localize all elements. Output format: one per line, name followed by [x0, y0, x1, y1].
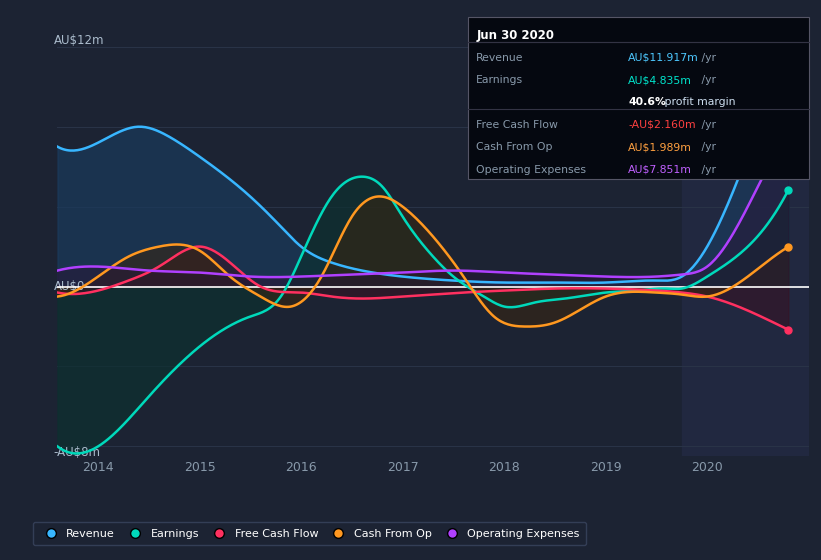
Text: /yr: /yr	[698, 120, 716, 130]
Text: Free Cash Flow: Free Cash Flow	[476, 120, 558, 130]
Text: AU$0: AU$0	[53, 280, 85, 293]
Text: AU$7.851m: AU$7.851m	[628, 165, 692, 175]
Text: /yr: /yr	[698, 142, 716, 152]
Text: AU$11.917m: AU$11.917m	[628, 53, 699, 63]
Text: AU$1.989m: AU$1.989m	[628, 142, 692, 152]
Text: 40.6%: 40.6%	[628, 97, 666, 108]
Text: -AU$2.160m: -AU$2.160m	[628, 120, 695, 130]
Text: /yr: /yr	[698, 165, 716, 175]
Text: /yr: /yr	[698, 75, 716, 85]
Text: AU$12m: AU$12m	[53, 34, 104, 47]
Legend: Revenue, Earnings, Free Cash Flow, Cash From Op, Operating Expenses: Revenue, Earnings, Free Cash Flow, Cash …	[33, 522, 586, 545]
Text: /yr: /yr	[698, 53, 716, 63]
Text: AU$4.835m: AU$4.835m	[628, 75, 692, 85]
Text: profit margin: profit margin	[661, 97, 736, 108]
Text: Cash From Op: Cash From Op	[476, 142, 553, 152]
Text: -AU$8m: -AU$8m	[53, 446, 101, 459]
Bar	[681, 17, 809, 456]
Text: Operating Expenses: Operating Expenses	[476, 165, 586, 175]
Text: Revenue: Revenue	[476, 53, 524, 63]
Text: Earnings: Earnings	[476, 75, 523, 85]
Text: Jun 30 2020: Jun 30 2020	[476, 29, 554, 42]
